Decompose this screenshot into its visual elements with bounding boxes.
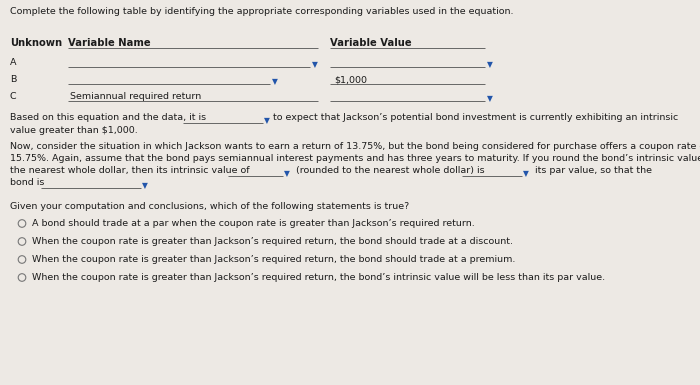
Text: ▼: ▼: [284, 169, 290, 179]
Text: Semiannual required return: Semiannual required return: [70, 92, 202, 101]
Text: C: C: [10, 92, 17, 101]
Text: 15.75%. Again, assume that the bond pays semiannual interest payments and has th: 15.75%. Again, assume that the bond pays…: [10, 154, 700, 163]
Circle shape: [18, 238, 26, 245]
Text: Variable Value: Variable Value: [330, 38, 412, 48]
Text: ▼: ▼: [142, 181, 148, 191]
Circle shape: [18, 274, 26, 281]
Text: Variable Name: Variable Name: [68, 38, 150, 48]
Text: A: A: [10, 58, 17, 67]
Text: to expect that Jackson’s potential bond investment is currently exhibiting an in: to expect that Jackson’s potential bond …: [273, 113, 678, 122]
Text: the nearest whole dollar, then its intrinsic value of: the nearest whole dollar, then its intri…: [10, 166, 250, 175]
Text: Based on this equation and the data, it is: Based on this equation and the data, it …: [10, 113, 206, 122]
Text: When the coupon rate is greater than Jackson’s required return, the bond’s intri: When the coupon rate is greater than Jac…: [32, 273, 605, 282]
Text: bond is: bond is: [10, 178, 44, 187]
Text: ▼: ▼: [272, 77, 278, 87]
Text: its par value, so that the: its par value, so that the: [532, 166, 652, 175]
Text: (rounded to the nearest whole dollar) is: (rounded to the nearest whole dollar) is: [293, 166, 484, 175]
Text: ▼: ▼: [312, 60, 318, 70]
Text: When the coupon rate is greater than Jackson’s required return, the bond should : When the coupon rate is greater than Jac…: [32, 255, 515, 264]
Text: ▼: ▼: [487, 94, 493, 104]
Text: ▼: ▼: [523, 169, 528, 179]
Text: ▼: ▼: [487, 60, 493, 70]
Text: value greater than $1,000.: value greater than $1,000.: [10, 126, 138, 135]
Text: Now, consider the situation in which Jackson wants to earn a return of 13.75%, b: Now, consider the situation in which Jac…: [10, 142, 700, 151]
Text: When the coupon rate is greater than Jackson’s required return, the bond should : When the coupon rate is greater than Jac…: [32, 237, 513, 246]
Text: A bond should trade at a par when the coupon rate is greater than Jackson’s requ: A bond should trade at a par when the co…: [32, 219, 475, 228]
Text: Given your computation and conclusions, which of the following statements is tru: Given your computation and conclusions, …: [10, 202, 410, 211]
Circle shape: [18, 256, 26, 263]
Text: Unknown: Unknown: [10, 38, 62, 48]
Text: B: B: [10, 75, 16, 84]
Text: $1,000: $1,000: [334, 75, 367, 84]
Circle shape: [18, 220, 26, 227]
Text: Complete the following table by identifying the appropriate corresponding variab: Complete the following table by identify…: [10, 7, 514, 16]
Text: ▼: ▼: [264, 117, 270, 126]
